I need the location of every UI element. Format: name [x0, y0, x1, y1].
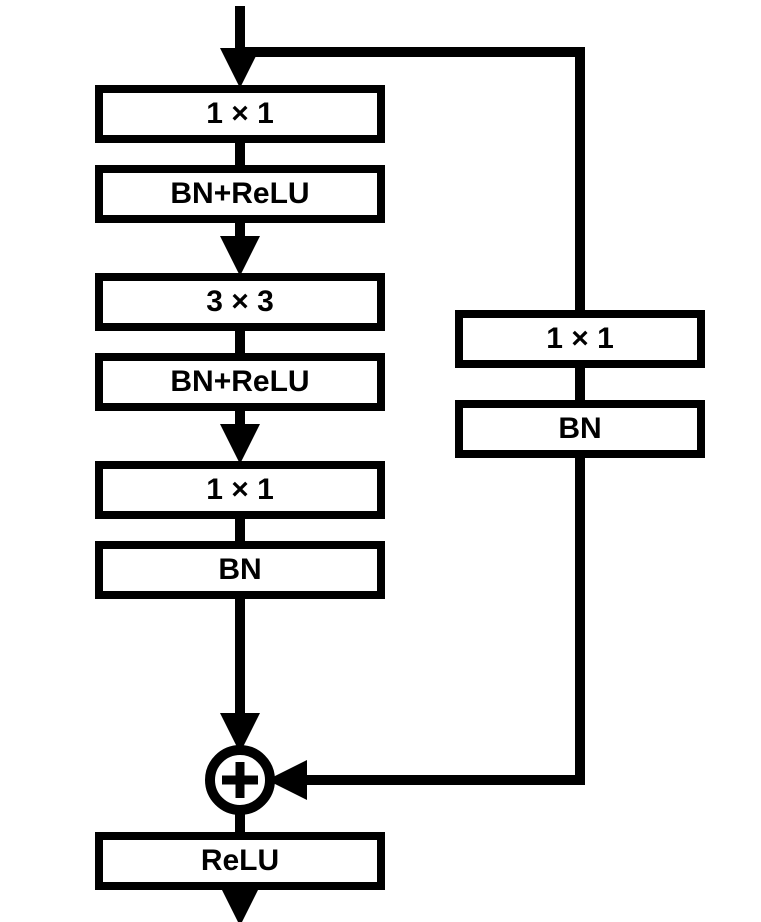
conv1x1-label-3: 1 × 1	[206, 473, 274, 507]
conv1x1-block-3: 1 × 1	[95, 461, 385, 519]
skip-conv1x1-label: 1 × 1	[546, 322, 614, 356]
bnrelu-block-2: BN+ReLU	[95, 353, 385, 411]
skip-conv1x1-block: 1 × 1	[455, 310, 705, 368]
relu-block: ReLU	[95, 832, 385, 890]
bnrelu-label-2: BN+ReLU	[170, 365, 309, 399]
bnrelu-block-1: BN+ReLU	[95, 165, 385, 223]
conv1x1-label-1: 1 × 1	[206, 97, 274, 131]
add-circle	[210, 750, 270, 810]
bn-label-3: BN	[218, 553, 261, 587]
conv1x1-block-1: 1 × 1	[95, 85, 385, 143]
skip-bn-label: BN	[558, 412, 601, 446]
bnrelu-label-1: BN+ReLU	[170, 177, 309, 211]
relu-label: ReLU	[201, 844, 279, 878]
conv3x3-block: 3 × 3	[95, 273, 385, 331]
skip-bn-block: BN	[455, 400, 705, 458]
conv3x3-label: 3 × 3	[206, 285, 274, 319]
bn-block-3: BN	[95, 541, 385, 599]
